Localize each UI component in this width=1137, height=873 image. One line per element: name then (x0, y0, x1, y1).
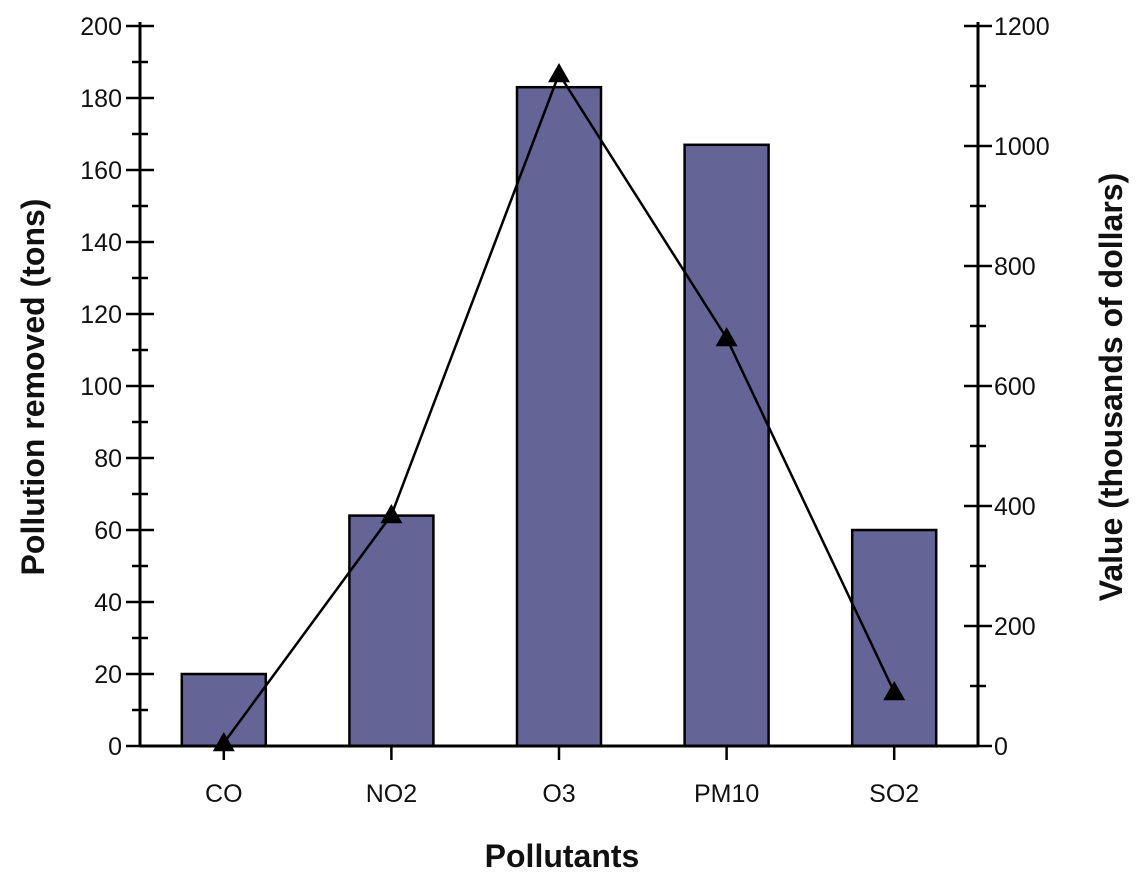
bar-so2 (850, 528, 938, 748)
line-series-layer (212, 63, 906, 752)
y2-tick-label: 200 (994, 613, 1036, 641)
y-tick-label: 180 (80, 85, 122, 113)
y-tick-label: 140 (80, 229, 122, 257)
y2-axis-title: Value (thousands of dollars) (1093, 173, 1129, 602)
x-axis-title: Pollutants (485, 838, 640, 873)
y-tick-label: 60 (94, 517, 122, 545)
y-axis-title: Pollution removed (tons) (15, 199, 51, 576)
x-tick-label-pm10: PM10 (694, 780, 759, 808)
x-tick-label-o3: O3 (542, 780, 575, 808)
y2-tick-label: 400 (994, 493, 1036, 521)
value-point-pm10 (715, 327, 738, 347)
value-point-o3 (548, 63, 570, 83)
x-tick-label-no2: NO2 (366, 780, 417, 808)
y-tick-label: 0 (108, 733, 122, 761)
y-tick-label: 120 (80, 301, 122, 329)
bar-pm10 (683, 143, 770, 748)
value-point-no2 (380, 504, 403, 524)
tick-labels-layer: 0 20 40 60 80 100 120 140 160 180 200 0 200 400 600 800… (80, 13, 1049, 808)
axes-layer (126, 22, 992, 760)
y-tick-label: 200 (80, 13, 122, 41)
y-tick-label: 40 (94, 589, 122, 617)
y2-tick-label: 800 (994, 253, 1036, 281)
bar-o3 (515, 85, 603, 748)
y2-tick-label: 1000 (994, 133, 1050, 161)
y2-tick-label: 0 (994, 733, 1008, 761)
y-tick-label: 160 (80, 157, 122, 185)
y2-tick-label: 1200 (994, 13, 1050, 41)
y-tick-label: 20 (94, 661, 122, 689)
bar-no2 (348, 514, 435, 748)
y-tick-label: 100 (80, 373, 122, 401)
x-tick-label-co: CO (205, 780, 243, 808)
y-tick-label: 80 (94, 445, 122, 473)
value-point-so2 (883, 681, 906, 701)
bars-layer (180, 85, 938, 748)
value-point-co (212, 732, 235, 752)
x-tick-label-so2: SO2 (869, 780, 919, 808)
y2-tick-label: 600 (994, 373, 1036, 401)
